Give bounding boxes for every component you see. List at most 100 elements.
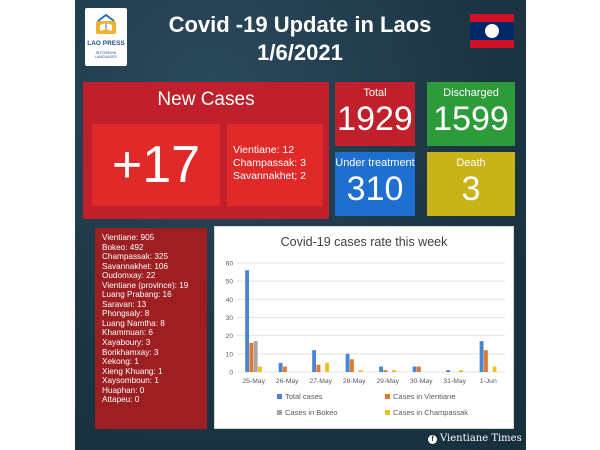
province-item: Huaphan: 0 xyxy=(102,385,145,395)
footer-text: Vientiane Times xyxy=(440,433,522,444)
bar xyxy=(446,370,451,372)
y-tick-label: 40 xyxy=(226,297,234,304)
legend-swatch xyxy=(277,410,282,415)
province-item: Xayaboury: 3 xyxy=(102,338,151,348)
province-item: Khammuan: 6 xyxy=(102,328,153,338)
province-item: Oudomxay: 22 xyxy=(102,271,156,281)
legend-label: Cases in Vientiane xyxy=(393,392,455,401)
bar xyxy=(249,342,254,372)
legend-label: Cases in Champassak xyxy=(393,408,468,417)
bar xyxy=(416,366,421,372)
bar xyxy=(349,359,354,372)
province-item: Xaysomboun: 1 xyxy=(102,376,159,386)
bar xyxy=(358,370,363,372)
new-cases-title: New Cases xyxy=(157,89,255,110)
x-tick-label: 25-May xyxy=(242,378,265,385)
province-item: Attapeu: 0 xyxy=(102,395,140,405)
flag-top-stripe xyxy=(470,14,514,22)
x-tick-label: 29-May xyxy=(376,378,399,385)
laos-flag-icon xyxy=(470,14,514,48)
province-item: Luang Namtha: 8 xyxy=(102,318,165,328)
breakdown-line: Vientiane: 12 xyxy=(233,144,295,156)
province-item: Savannakhet: 106 xyxy=(102,261,169,271)
chart-canvas: Covid-19 cases rate this week 0 10 20 30 40 50… xyxy=(226,235,505,417)
x-tick-label: 1-Jun xyxy=(480,378,497,385)
page-title: Covid -19 Update in Laos xyxy=(168,12,432,37)
lao-press-logo: LAO PRESS IN FOREIGN LANGUAGES xyxy=(85,8,127,66)
new-cases-breakdown: Vientiane: 12 Champassak: 3 Savannakhet;… xyxy=(227,124,323,206)
province-item: Vientiane: 905 xyxy=(102,233,155,242)
bar xyxy=(253,341,258,372)
bar xyxy=(278,362,283,372)
province-item: Xekong: 1 xyxy=(102,357,139,367)
under-treatment-label: Under treatment xyxy=(335,157,415,169)
discharged-card: Discharged 1599 xyxy=(427,82,515,146)
total-value: 1929 xyxy=(337,100,413,138)
legend-swatch xyxy=(385,410,390,415)
total-label: Total xyxy=(363,87,387,99)
bar xyxy=(383,370,388,372)
weekly-cases-chart: Covid-19 cases rate this week 0 10 20 30 40 50… xyxy=(214,226,514,429)
y-tick-label: 20 xyxy=(226,333,234,340)
bar xyxy=(282,366,287,372)
flag-moon-circle xyxy=(485,24,499,38)
x-tick-label: 31-May xyxy=(443,378,466,385)
total-cases-card: Total 1929 xyxy=(335,82,415,146)
y-tick-label: 60 xyxy=(226,261,234,268)
province-item: Xieng Khuang: 1 xyxy=(102,366,163,376)
discharged-label: Discharged xyxy=(443,87,499,99)
province-item: Vientiane (province): 19 xyxy=(102,280,189,290)
infographic-poster: LAO PRESS IN FOREIGN LANGUAGES Covid -19… xyxy=(75,0,526,450)
under-treatment-value: 310 xyxy=(346,170,404,208)
breakdown-line: Savannakhet; 2 xyxy=(233,170,306,182)
y-tick-label: 50 xyxy=(226,279,234,286)
flag-bottom-stripe xyxy=(470,40,514,48)
province-item: Champassak: 325 xyxy=(102,252,168,262)
update-date: 1/6/2021 xyxy=(257,40,343,65)
x-tick-label: 28-May xyxy=(343,378,366,385)
facebook-icon: f xyxy=(428,435,437,444)
logo-subtext: IN FOREIGN LANGUAGES xyxy=(95,51,117,59)
bar xyxy=(258,366,262,372)
footer-credit: f Vientiane Times xyxy=(428,433,522,444)
x-tick-label: 30-May xyxy=(410,378,433,385)
death-label: Death xyxy=(456,157,486,169)
breakdown-line: Champassak: 3 xyxy=(233,157,306,169)
bar xyxy=(312,350,317,372)
province-item: Saravan: 13 xyxy=(102,299,147,309)
new-cases-count: +17 xyxy=(92,124,220,206)
bar xyxy=(479,341,484,372)
province-item: Luang Prabang: 16 xyxy=(102,290,172,300)
bar xyxy=(379,366,384,372)
y-tick-label: 30 xyxy=(226,315,234,322)
legend-label: Cases in Bokeo xyxy=(285,408,338,417)
x-tick-label: 26-May xyxy=(276,378,299,385)
bar xyxy=(483,350,488,372)
y-tick-label: 0 xyxy=(229,370,233,377)
province-item: Bokeo: 492 xyxy=(102,242,144,252)
new-cases-panel: New Cases +17 Vientiane: 12 Champassak: … xyxy=(83,82,329,219)
bar xyxy=(492,366,497,372)
province-list: Vientiane: 905 Bokeo: 492 Champassak: 32… xyxy=(95,228,207,429)
bar xyxy=(412,366,417,372)
bar xyxy=(459,370,463,372)
legend-swatch xyxy=(277,394,282,399)
province-item: Borikhamxay: 3 xyxy=(102,347,159,357)
x-tick-label: 27-May xyxy=(309,378,332,385)
lao-press-emblem-icon xyxy=(96,13,116,34)
province-item: Phongsaly: 8 xyxy=(102,309,150,319)
bar xyxy=(245,270,250,372)
bar xyxy=(392,370,396,372)
legend-swatch xyxy=(385,394,390,399)
bar xyxy=(316,364,321,372)
bar xyxy=(325,362,329,372)
under-treatment-card: Under treatment 310 xyxy=(335,152,415,216)
logo-text: LAO PRESS xyxy=(87,40,125,47)
y-tick-label: 10 xyxy=(226,351,234,358)
death-card: Death 3 xyxy=(427,152,515,216)
bar xyxy=(345,353,350,372)
legend-label: Total cases xyxy=(285,392,323,401)
chart-title: Covid-19 cases rate this week xyxy=(281,235,448,249)
discharged-value: 1599 xyxy=(433,100,509,138)
death-value: 3 xyxy=(461,170,481,208)
